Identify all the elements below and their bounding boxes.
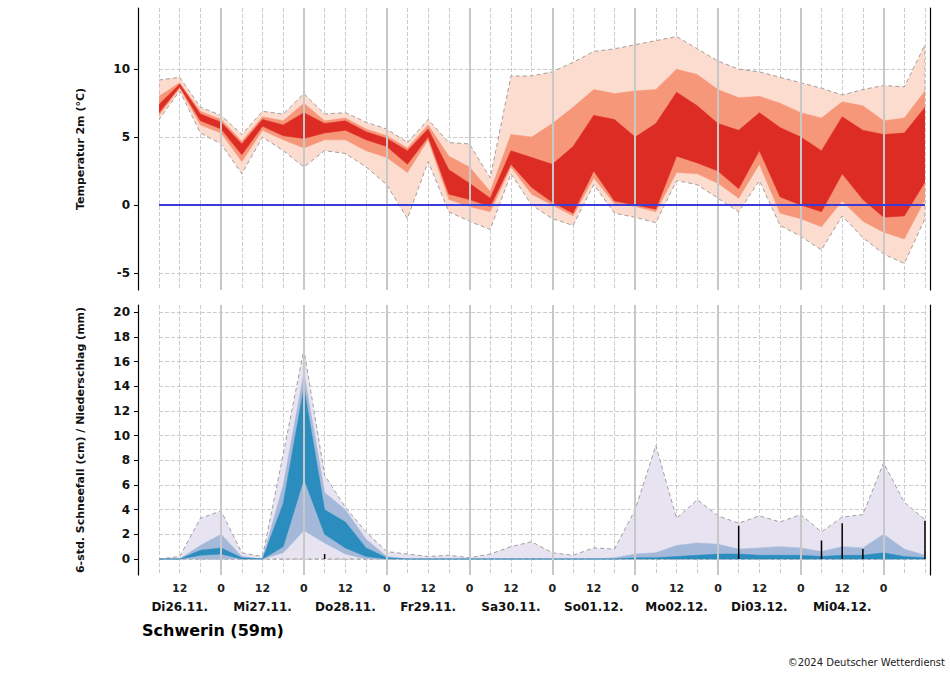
svg-text:Mi27.11.: Mi27.11.	[233, 600, 292, 614]
svg-text:12: 12	[586, 582, 601, 595]
svg-text:10: 10	[113, 429, 130, 443]
svg-text:18: 18	[113, 330, 130, 344]
svg-text:16: 16	[113, 355, 130, 369]
svg-text:0: 0	[880, 582, 888, 595]
svg-text:0: 0	[122, 198, 130, 212]
svg-text:0: 0	[383, 582, 391, 595]
svg-text:Mo02.12.: Mo02.12.	[645, 600, 708, 614]
svg-text:So01.12.: So01.12.	[564, 600, 623, 614]
svg-text:0: 0	[714, 582, 722, 595]
svg-text:©2024 Deutscher Wetterdienst: ©2024 Deutscher Wetterdienst	[788, 657, 945, 668]
svg-text:-5: -5	[117, 266, 130, 280]
svg-text:Mi04.12.: Mi04.12.	[813, 600, 872, 614]
svg-text:0: 0	[797, 582, 805, 595]
svg-text:6: 6	[122, 478, 130, 492]
svg-text:12: 12	[113, 404, 130, 418]
svg-text:Do28.11.: Do28.11.	[315, 600, 376, 614]
svg-text:Di26.11.: Di26.11.	[151, 600, 208, 614]
svg-text:12: 12	[420, 582, 435, 595]
svg-text:5: 5	[122, 130, 130, 144]
svg-text:Fr29.11.: Fr29.11.	[400, 600, 456, 614]
svg-text:0: 0	[549, 582, 557, 595]
svg-text:12: 12	[338, 582, 353, 595]
svg-text:12: 12	[172, 582, 187, 595]
svg-text:Temperatur 2m (°C): Temperatur 2m (°C)	[74, 88, 87, 210]
svg-text:12: 12	[503, 582, 518, 595]
svg-text:8: 8	[122, 453, 130, 467]
svg-text:12: 12	[669, 582, 684, 595]
svg-text:0: 0	[631, 582, 639, 595]
svg-text:10: 10	[113, 62, 130, 76]
svg-text:Di03.12.: Di03.12.	[731, 600, 788, 614]
svg-text:0: 0	[217, 582, 225, 595]
svg-text:12: 12	[752, 582, 767, 595]
svg-text:Sa30.11.: Sa30.11.	[481, 600, 540, 614]
svg-text:4: 4	[122, 503, 130, 517]
svg-text:Schwerin (59m): Schwerin (59m)	[142, 621, 284, 640]
svg-text:0: 0	[300, 582, 308, 595]
svg-text:12: 12	[835, 582, 850, 595]
svg-text:0: 0	[466, 582, 474, 595]
svg-text:14: 14	[113, 379, 130, 393]
svg-text:12: 12	[255, 582, 270, 595]
svg-text:20: 20	[113, 305, 130, 319]
svg-text:2: 2	[122, 527, 130, 541]
svg-text:6-std. Schneefall (cm) / Niede: 6-std. Schneefall (cm) / Niederschlag (m…	[74, 307, 87, 573]
svg-text:0: 0	[122, 552, 130, 566]
